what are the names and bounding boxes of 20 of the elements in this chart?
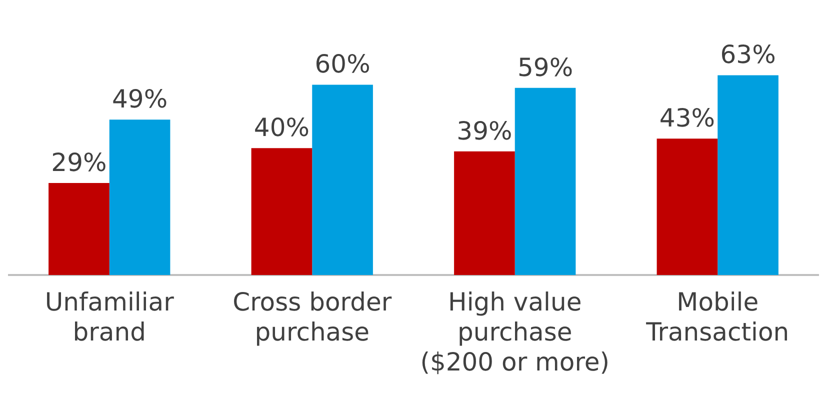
bar: [656, 138, 718, 275]
data-label: 63%: [720, 40, 776, 70]
bar: [718, 75, 778, 275]
bar: [251, 148, 312, 275]
x-tick-label: Unfamiliar brand: [44, 288, 175, 346]
data-label: 43%: [659, 104, 715, 133]
bar: [109, 120, 170, 275]
data-label: 40%: [254, 113, 310, 142]
x-tick-label: Cross border purchase: [232, 288, 392, 346]
data-label: 60%: [314, 50, 370, 79]
data-label: 39%: [456, 116, 512, 146]
bar: [514, 88, 576, 275]
x-tick-label: Mobile Transaction: [645, 288, 790, 346]
x-tick-label: High value purchase ($200 or more): [420, 288, 610, 376]
data-label: 49%: [112, 84, 168, 114]
bar: [454, 151, 515, 275]
data-label: 29%: [51, 148, 107, 178]
data-label: 59%: [518, 52, 574, 82]
bar: [312, 84, 373, 275]
bar: [48, 183, 110, 275]
